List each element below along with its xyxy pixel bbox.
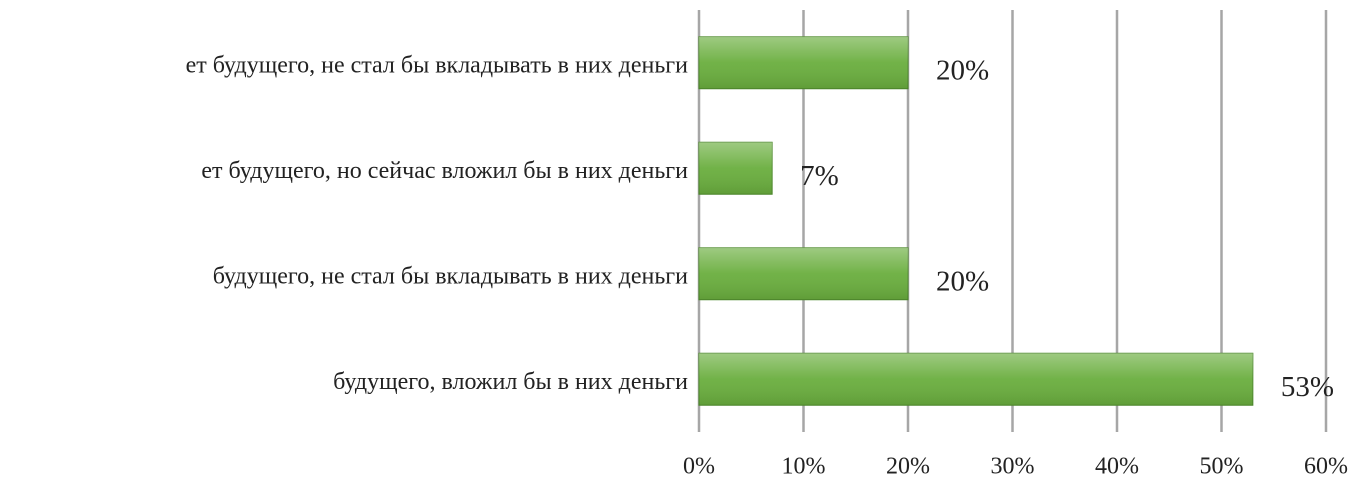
bar-sheen	[699, 142, 773, 195]
x-tick-label: 30%	[991, 454, 1035, 480]
value-label: 20%	[936, 265, 989, 297]
bar-sheen	[699, 36, 908, 89]
x-tick-label: 0%	[683, 454, 715, 480]
x-tick-label: 10%	[782, 454, 826, 480]
category-label: будущего, не стал бы вкладывать в них де…	[213, 263, 688, 289]
category-label: ет будущего, но сейчас вложил бы в них д…	[201, 158, 688, 184]
bar-sheen	[699, 247, 908, 300]
value-label: 20%	[936, 54, 989, 86]
x-tick-label: 20%	[886, 454, 930, 480]
value-label: 53%	[1281, 371, 1334, 403]
value-label: 7%	[800, 160, 839, 192]
category-label: ет будущего, не стал бы вкладывать в них…	[186, 52, 689, 78]
bar-sheen	[699, 353, 1253, 406]
x-tick-label: 50%	[1200, 454, 1244, 480]
x-tick-label: 40%	[1095, 454, 1139, 480]
x-tick-label: 60%	[1304, 454, 1348, 480]
category-label: будущего, вложил бы в них деньги	[333, 369, 688, 395]
